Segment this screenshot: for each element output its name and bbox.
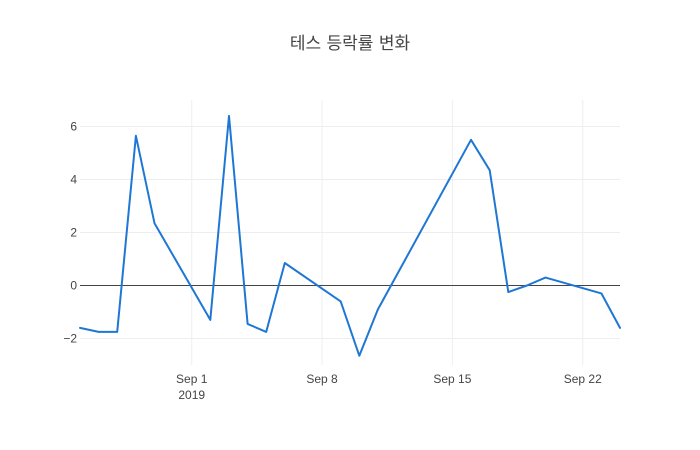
- x-tick-label: Sep 22: [564, 372, 602, 386]
- series-line: [79, 114, 621, 357]
- series-layer: [79, 114, 621, 357]
- chart-title: 테스 등락률 변화: [290, 34, 411, 54]
- x-tick-label: Sep 15: [433, 372, 471, 386]
- y-tick-label: −2: [63, 332, 77, 346]
- axes: −2 0 2 4 6 Sep 1 2019 Sep 8 Sep 15 Sep 22: [63, 120, 620, 402]
- grid-lines: [80, 100, 620, 365]
- y-tick-label: 0: [70, 279, 77, 293]
- x-tick-label: Sep 8: [306, 372, 338, 386]
- x-tick-label: Sep 1: [176, 372, 208, 386]
- y-tick-label: 4: [70, 173, 77, 187]
- x-tick-year-label: 2019: [178, 388, 205, 402]
- y-tick-label: 2: [70, 226, 77, 240]
- y-tick-label: 6: [70, 120, 77, 134]
